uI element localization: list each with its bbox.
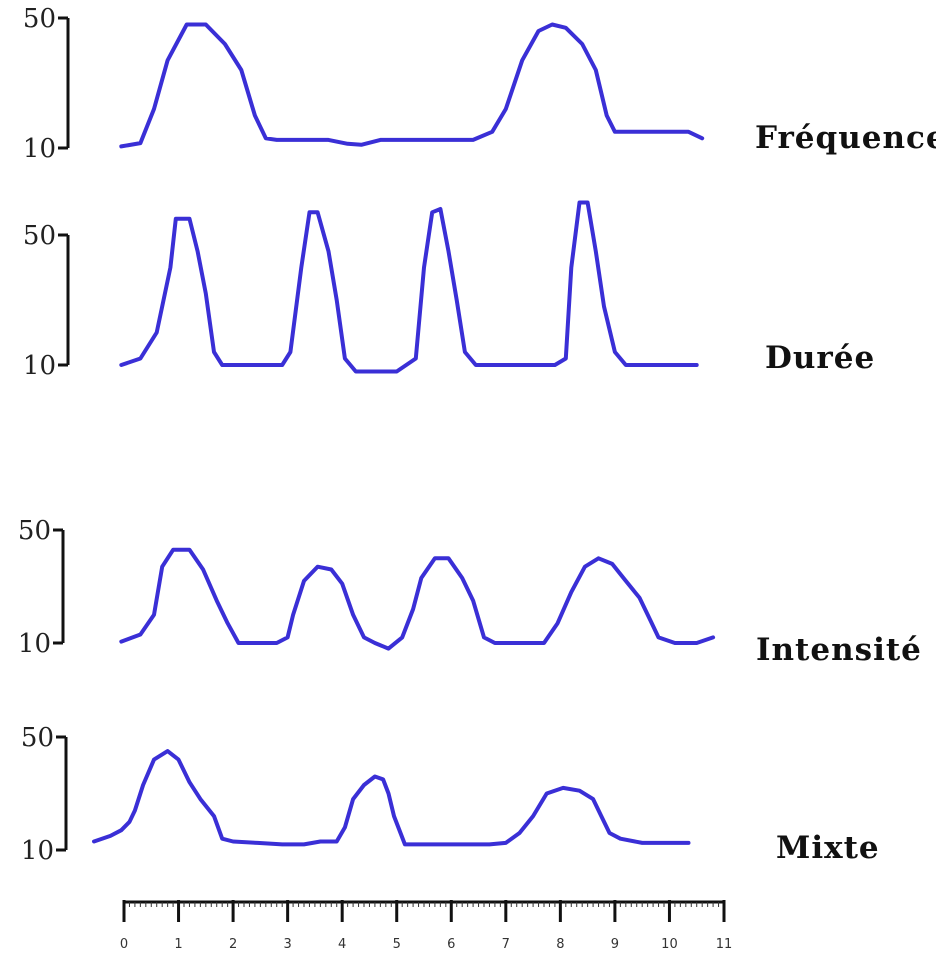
- x-axis: 0 1 2 3 4 5 6 7 8 9 10 11: [120, 900, 732, 952]
- series-line: [119, 547, 716, 651]
- series-label: Mixte: [776, 830, 880, 866]
- y-tick-label: 50: [21, 723, 54, 753]
- panels-layer: 50 10 Fréquence 50 10 Durée 50 10 Intensité 50 10 M…: [18, 4, 936, 866]
- y-tick-label: 50: [23, 221, 56, 251]
- x-tick-label: 0: [120, 937, 128, 952]
- y-tick-label: 10: [21, 836, 54, 866]
- x-tick-label: 7: [502, 937, 510, 952]
- series-line: [119, 22, 705, 149]
- x-tick-label: 4: [338, 937, 346, 952]
- y-tick-label: 50: [23, 4, 56, 34]
- y-tick-label: 10: [23, 134, 56, 164]
- series-label: Intensité: [756, 632, 922, 668]
- x-tick-label: 9: [611, 937, 619, 952]
- y-tick-label: 10: [18, 629, 51, 659]
- x-tick-label: 11: [716, 937, 733, 952]
- x-tick-label: 1: [174, 937, 182, 952]
- x-tick-label: 3: [283, 937, 291, 952]
- series-label: Durée: [765, 340, 875, 376]
- chart-panel: 50 10 Mixte: [21, 723, 880, 866]
- y-tick-label: 10: [23, 351, 56, 381]
- series-line: [119, 200, 699, 374]
- chart-panel: 50 10 Durée: [23, 200, 875, 381]
- x-tick-label: 2: [229, 937, 237, 952]
- series-line: [92, 749, 691, 847]
- x-tick-label: 8: [556, 937, 564, 952]
- x-tick-label: 5: [393, 937, 401, 952]
- chart-panel: 50 10 Intensité: [18, 516, 922, 668]
- chart-panel: 50 10 Fréquence: [23, 4, 936, 164]
- x-tick-label: 6: [447, 937, 455, 952]
- x-tick-label: 10: [661, 937, 678, 952]
- series-label: Fréquence: [755, 120, 936, 156]
- y-tick-label: 50: [18, 516, 51, 546]
